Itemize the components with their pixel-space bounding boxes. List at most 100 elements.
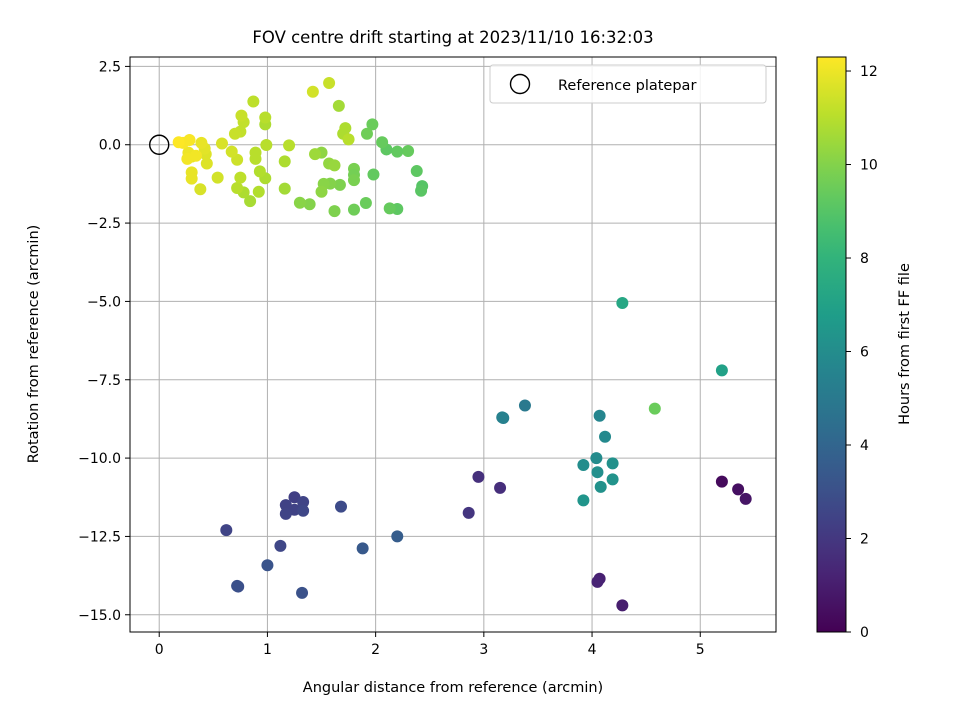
y-tick-label: −15.0	[78, 608, 121, 624]
data-point	[200, 157, 213, 170]
data-point	[472, 470, 485, 483]
data-point	[297, 495, 310, 508]
data-point	[599, 430, 612, 443]
data-point	[235, 109, 248, 122]
x-tick-label: 4	[588, 642, 597, 658]
data-point	[195, 136, 208, 149]
data-point	[606, 457, 619, 470]
y-tick-label: 2.5	[99, 59, 121, 75]
data-point	[577, 458, 590, 471]
data-point	[194, 183, 207, 196]
y-axis-label: Rotation from reference (arcmin)	[26, 225, 42, 464]
data-point	[181, 152, 194, 165]
data-point	[391, 530, 404, 543]
x-tick-label: 0	[155, 642, 164, 658]
data-point	[496, 411, 509, 424]
colorbar: 0 2 4 6 8 10 12 Hours from first FF file	[816, 56, 913, 641]
data-point	[376, 136, 389, 149]
data-point	[594, 480, 607, 493]
data-point	[616, 599, 629, 612]
data-point	[296, 586, 309, 599]
x-axis-ticks: 0 1 2 3 4 5	[155, 632, 705, 658]
data-point	[577, 494, 590, 507]
data-point	[339, 122, 352, 135]
data-point	[172, 136, 185, 149]
reference-marker	[149, 134, 170, 155]
data-point	[231, 181, 244, 194]
data-point	[739, 492, 752, 505]
data-point	[715, 364, 728, 377]
y-tick-label: 0.0	[99, 138, 121, 154]
data-point	[333, 178, 346, 191]
colorbar-tick-label: 10	[860, 158, 878, 174]
data-point	[367, 168, 380, 181]
data-point	[359, 197, 372, 210]
data-point	[518, 399, 531, 412]
legend-box	[489, 64, 767, 104]
data-point	[253, 165, 266, 178]
x-axis-label: Angular distance from reference (arcmin)	[303, 680, 603, 696]
data-point	[247, 95, 260, 108]
colorbar-label: Hours from first FF file	[897, 263, 913, 425]
data-point	[648, 402, 661, 415]
legend-entry-reference: Reference platepar	[558, 78, 696, 94]
legend-marker-reference	[509, 73, 531, 95]
plot-area-frame	[129, 56, 777, 633]
y-tick-label: −10.0	[78, 451, 121, 467]
y-axis-ticks: 2.5 0.0 −2.5 −5.0 −7.5 −10.0 −12.5 −15.0	[78, 59, 130, 624]
data-point	[274, 539, 287, 552]
data-point	[234, 171, 247, 184]
data-point	[228, 127, 241, 140]
colorbar-tick-label: 2	[860, 532, 869, 548]
data-point	[360, 127, 373, 140]
data-point	[215, 137, 228, 150]
y-tick-label: −7.5	[87, 373, 121, 389]
data-point	[366, 118, 379, 131]
data-point	[332, 99, 345, 112]
data-point	[616, 296, 629, 309]
data-point	[356, 542, 369, 555]
data-point	[220, 524, 233, 537]
data-point	[278, 155, 291, 168]
data-point	[306, 85, 319, 98]
x-tick-label: 3	[479, 642, 488, 658]
colorbar-tick-label: 4	[860, 438, 869, 454]
colorbar-tick-label: 6	[860, 345, 869, 361]
data-point	[293, 196, 306, 209]
data-point	[402, 145, 415, 158]
data-point	[391, 145, 404, 158]
data-point	[211, 171, 224, 184]
data-point	[462, 506, 475, 519]
data-points	[172, 77, 752, 612]
data-point	[323, 77, 336, 90]
data-point	[225, 145, 238, 158]
y-tick-label: −2.5	[87, 216, 121, 232]
y-tick-label: −12.5	[78, 529, 121, 545]
data-point	[244, 195, 257, 208]
data-point	[303, 198, 316, 211]
data-point	[231, 579, 244, 592]
data-point	[335, 500, 348, 513]
x-tick-label: 1	[263, 642, 272, 658]
chart-title: FOV centre drift starting at 2023/11/10 …	[252, 28, 653, 47]
x-tick-label: 2	[371, 642, 380, 658]
colorbar-tick-label: 12	[860, 64, 878, 80]
data-point	[252, 185, 265, 198]
data-point	[279, 507, 292, 520]
data-point	[185, 172, 198, 185]
data-point	[415, 184, 428, 197]
data-point	[297, 504, 310, 517]
data-point	[590, 452, 603, 465]
data-point	[328, 159, 341, 172]
data-point	[494, 481, 507, 494]
data-point	[732, 483, 745, 496]
data-point	[278, 182, 291, 195]
grid-lines	[130, 57, 776, 632]
data-point	[249, 146, 262, 159]
y-tick-label: −5.0	[87, 294, 121, 310]
data-point	[309, 148, 322, 161]
data-point	[261, 559, 274, 572]
colorbar-tick-label: 0	[860, 625, 869, 641]
data-point	[383, 202, 396, 215]
